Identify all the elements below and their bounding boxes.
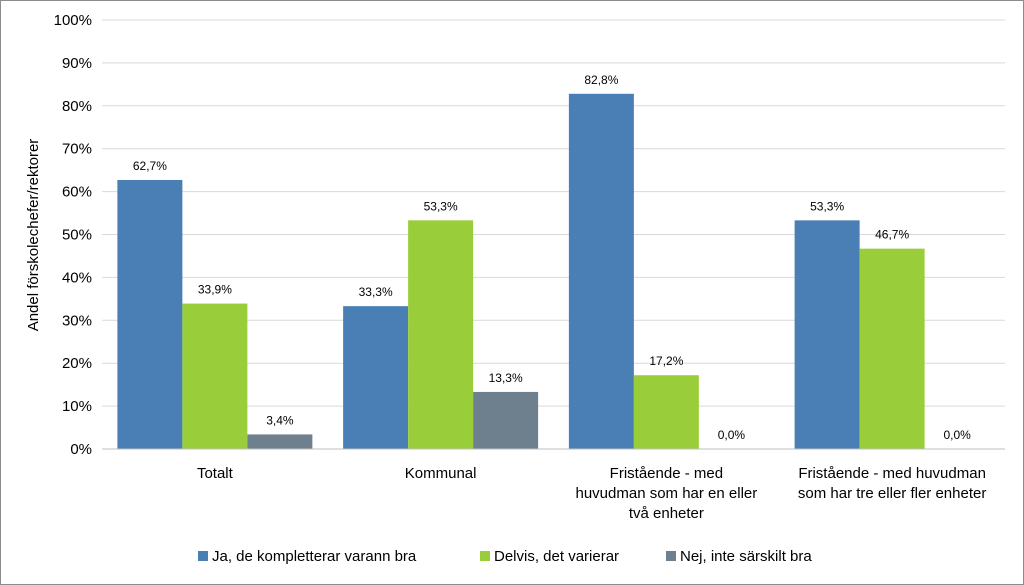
category-label: Fristående - med huvudman som har en elle… [575, 465, 757, 522]
data-label: 0,0% [718, 428, 746, 442]
category-label-line: Totalt [197, 465, 234, 482]
bar [117, 180, 183, 449]
y-axis-label: Andel förskolechefer/rektorer [25, 139, 42, 332]
y-tick-label: 60% [62, 184, 92, 201]
y-tick-label: 40% [62, 269, 92, 286]
bar [408, 220, 474, 449]
data-label: 13,3% [489, 371, 523, 385]
legend-label: Nej, inte särskilt bra [680, 548, 812, 565]
y-tick-label: 70% [62, 141, 92, 158]
bar [343, 306, 409, 449]
data-label: 62,7% [133, 159, 167, 173]
category-label-line: huvudman som har en eller [575, 485, 757, 502]
category-label-line: Fristående - med [610, 465, 723, 482]
legend-swatch [480, 551, 490, 561]
bars [117, 93, 925, 450]
data-label: 53,3% [424, 199, 458, 213]
data-label: 46,7% [875, 228, 909, 242]
category-label: Fristående - med huvudman som har tre ell… [798, 465, 986, 502]
legend-swatch [198, 551, 208, 561]
y-tick-label: 100% [54, 12, 92, 29]
data-label: 82,8% [584, 73, 618, 87]
category-label-line: Fristående - med huvudman [798, 465, 986, 482]
y-tick-label: 90% [62, 55, 92, 72]
y-tick-label: 50% [62, 227, 92, 244]
legend-label: Ja, de kompletterar varann bra [212, 548, 417, 565]
data-labels: 62,7% 33,3% 82,8% 53,3% 33,9% 53,3% 17,2% 46,7%… [133, 73, 971, 442]
category-label-line: Kommunal [405, 465, 477, 482]
y-tick-label: 20% [62, 355, 92, 372]
category-label-line: två enheter [629, 505, 704, 522]
data-label: 33,9% [198, 283, 232, 297]
data-label: 0,0% [943, 428, 971, 442]
y-tick-label: 10% [62, 398, 92, 415]
y-axis-ticks: 0% 10% 20% 30% 40% 50% 60% 70% 80% 90% 100% [54, 12, 92, 458]
y-tick-label: 0% [70, 441, 92, 458]
y-tick-label: 80% [62, 98, 92, 115]
bar [473, 391, 539, 449]
bar [859, 248, 925, 449]
bar [247, 434, 313, 449]
bar [633, 375, 699, 449]
category-labels: Totalt Kommunal Fristående - med huvudman s… [197, 465, 986, 522]
data-label: 33,3% [359, 285, 393, 299]
data-label: 53,3% [810, 199, 844, 213]
legend-swatch [666, 551, 676, 561]
bar [568, 93, 634, 450]
data-label: 3,4% [266, 413, 294, 427]
data-label: 17,2% [649, 354, 683, 368]
category-label: Kommunal [405, 465, 477, 482]
legend: Ja, de kompletterar varann bra Delvis, de… [198, 548, 812, 565]
bar [794, 220, 860, 449]
category-label: Totalt [197, 465, 234, 482]
legend-label: Delvis, det varierar [494, 548, 619, 565]
bar [182, 303, 248, 449]
y-tick-label: 30% [62, 312, 92, 329]
category-label-line: som har tre eller fler enheter [798, 485, 986, 502]
